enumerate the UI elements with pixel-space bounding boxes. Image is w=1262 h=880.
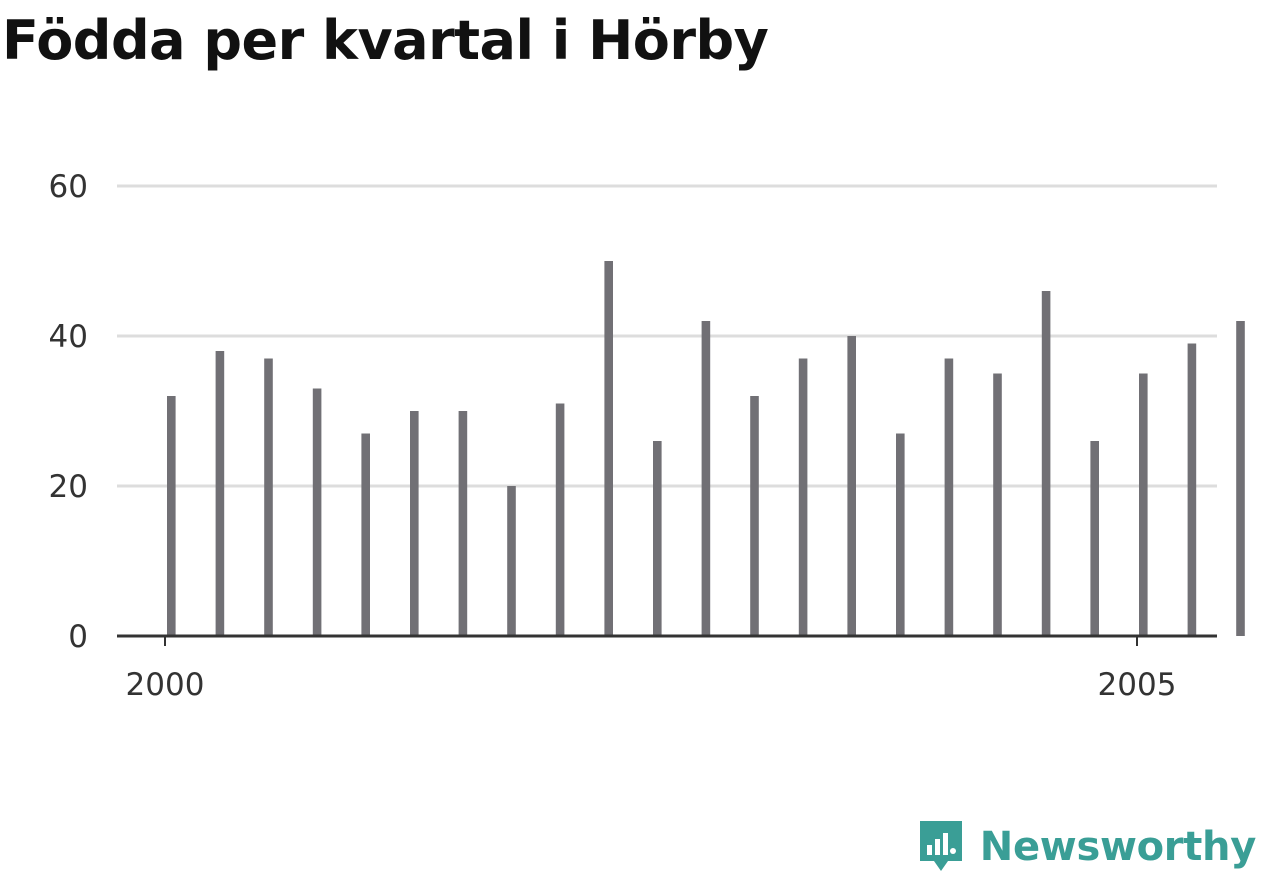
- y-tick-label: 40: [49, 319, 88, 355]
- bar: [1187, 343, 1197, 636]
- bar: [798, 358, 808, 636]
- bar: [1236, 321, 1245, 636]
- y-tick-label: 20: [49, 469, 88, 505]
- bar: [167, 396, 176, 636]
- bar: [361, 433, 370, 636]
- bar: [312, 388, 322, 636]
- x-tick-label: 2005: [1098, 667, 1177, 703]
- bar: [847, 336, 856, 636]
- gridlines: [117, 184, 1217, 488]
- x-tick-label: 2000: [126, 667, 205, 703]
- brand-name: Newsworthy: [979, 824, 1257, 870]
- bar: [555, 403, 565, 636]
- y-axis-ticks: 0 20 40 60: [49, 169, 88, 655]
- bar: [507, 486, 516, 636]
- y-tick-label: 0: [68, 619, 88, 655]
- bar: [993, 373, 1002, 636]
- bar: [701, 321, 711, 636]
- bars: [167, 261, 1245, 636]
- chart-title: Födda per kvartal i Hörby: [2, 9, 769, 72]
- bar: [1090, 441, 1099, 636]
- bar: [750, 396, 759, 636]
- bar: [264, 358, 273, 636]
- bar: [1139, 373, 1148, 636]
- newsworthy-logo-icon: [919, 821, 962, 871]
- bar: [896, 433, 905, 636]
- y-tick-label: 60: [49, 169, 88, 205]
- brand: Newsworthy: [916, 814, 1256, 880]
- bar: [410, 411, 419, 636]
- bar: [215, 351, 225, 636]
- bar: [653, 441, 662, 636]
- x-axis-ticks: 200020052010201520202025: [126, 636, 1177, 703]
- bar: [458, 411, 468, 636]
- bar: [1041, 291, 1051, 636]
- bar: [604, 261, 613, 636]
- bar: [944, 358, 954, 636]
